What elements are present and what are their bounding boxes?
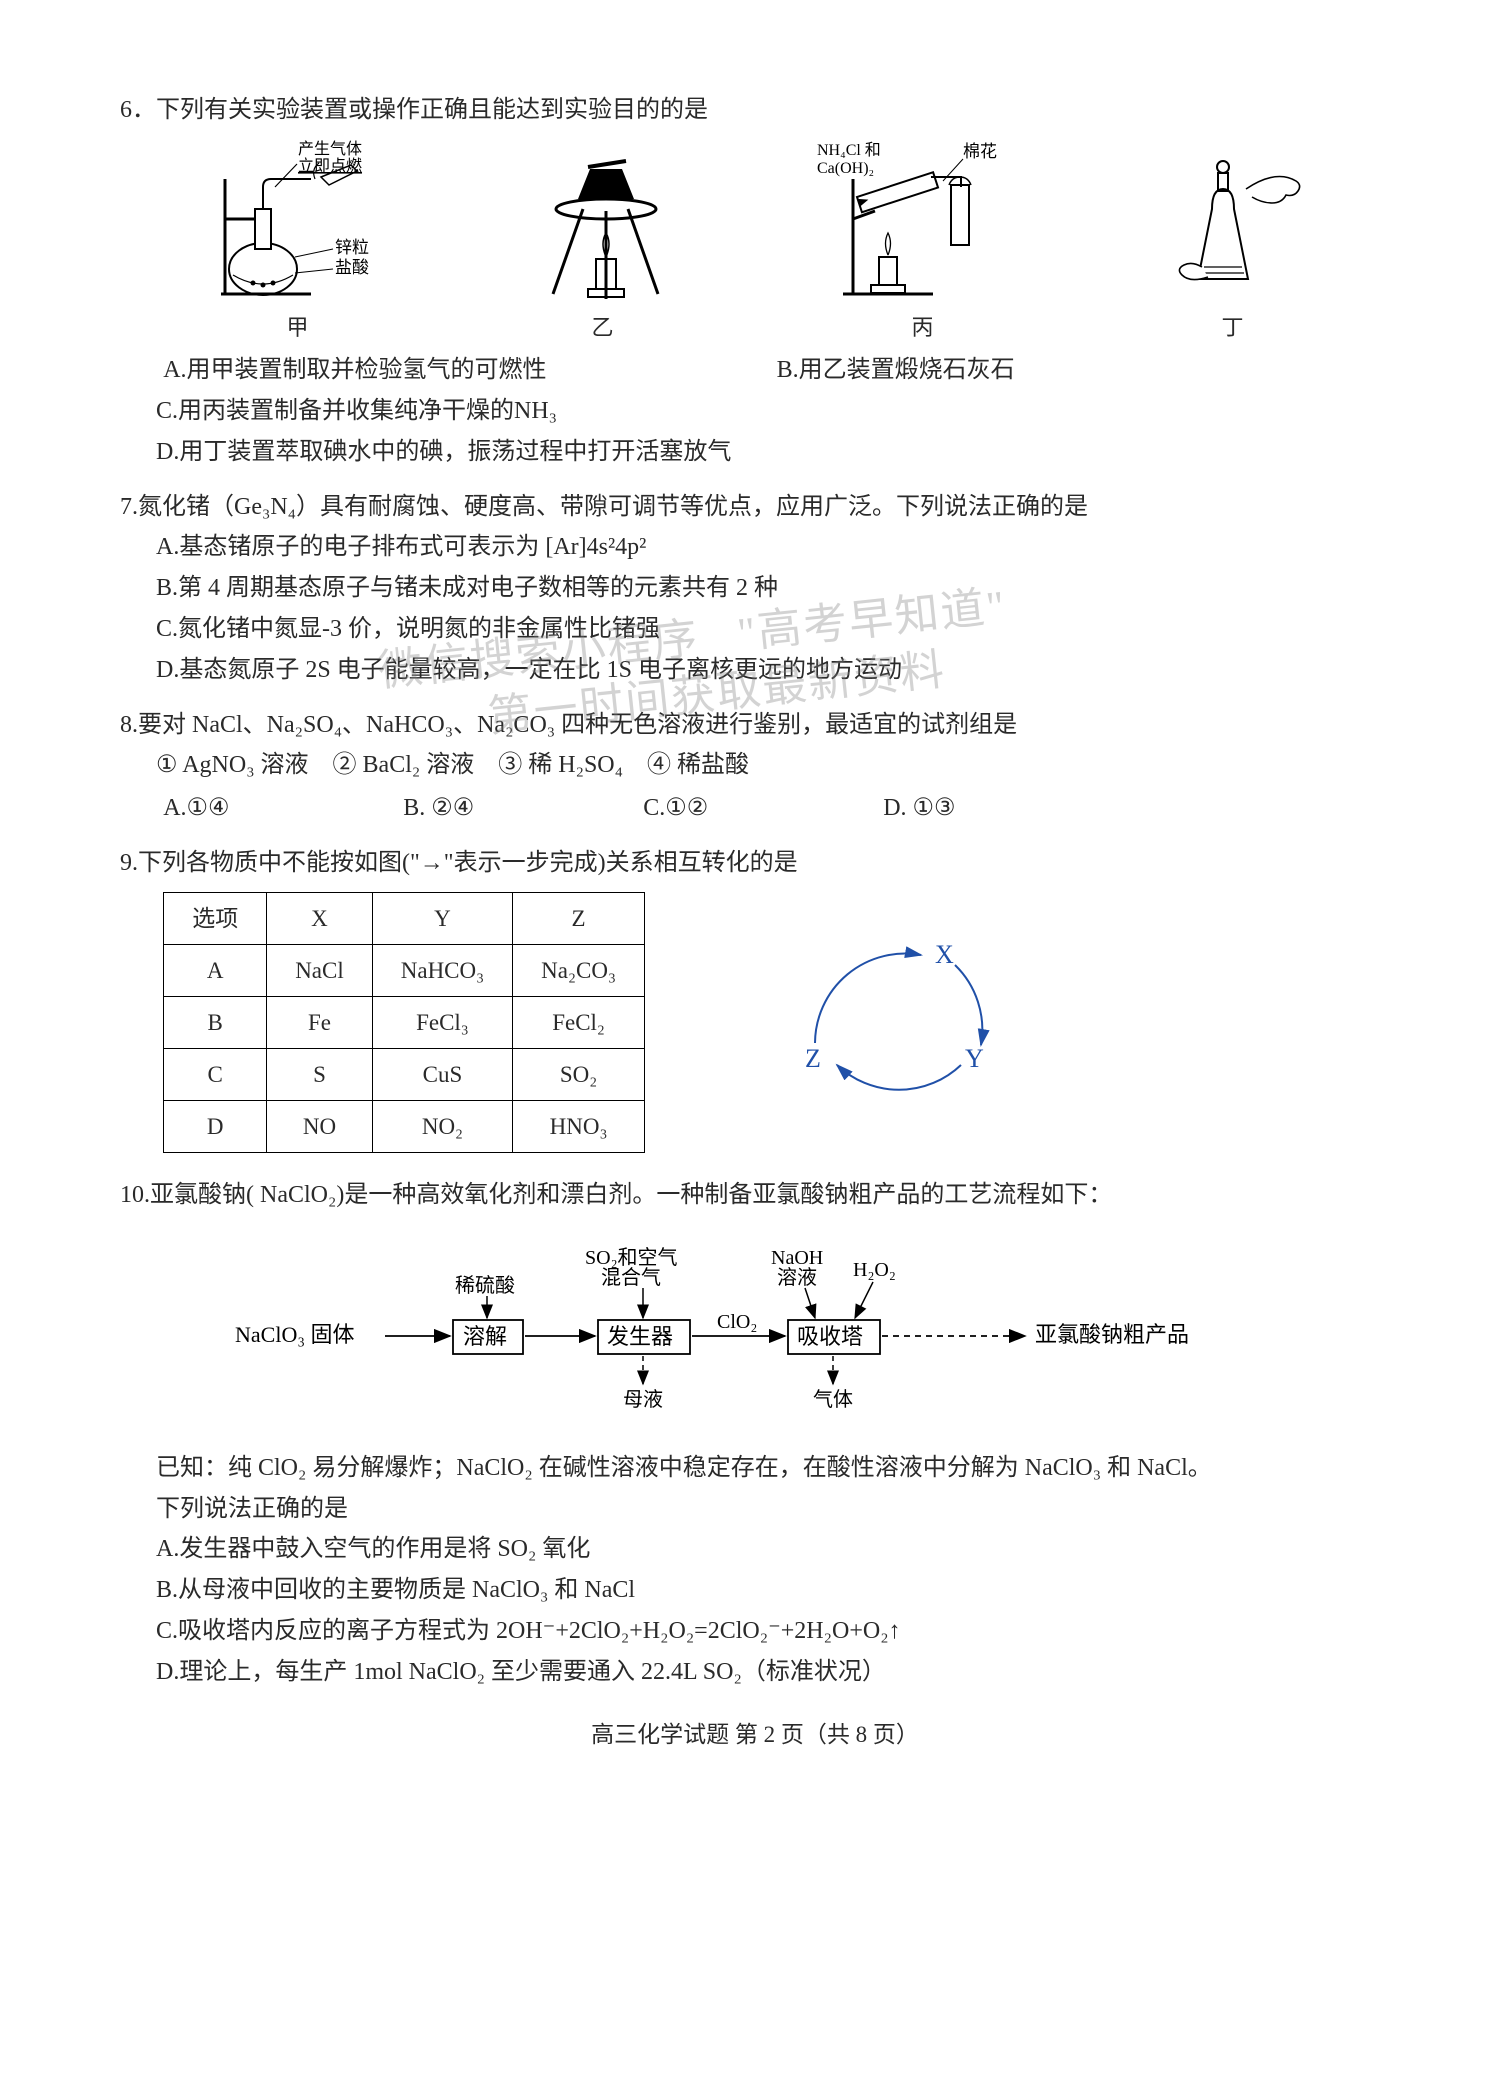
cycle-Y: Y [965,1044,984,1073]
flow-gen: 发生器 [607,1324,673,1349]
q9-c: NO [267,1101,373,1153]
svg-text:Ca(OH)₂: Ca(OH)₂ [817,160,874,177]
q10-optD: D.理论上，每生产 1mol NaClO₂ 至少需要通入 22.4L SO₂（标… [120,1652,1390,1693]
q6-optB: B.用乙装置煅烧石灰石 [777,350,1390,391]
q7-optB: B.第 4 周期基态原子与锗未成对电子数相等的元素共有 2 种 [120,568,1390,609]
svg-text:混合气: 混合气 [601,1266,661,1289]
q8-stem: 要对 NaCl、Na₂SO₄、NaHCO₃、Na₂CO₃ 四种无色溶液进行鉴别，… [138,712,1017,738]
flow-gen-bottom: 母液 [623,1388,663,1411]
q9-num: 9. [120,850,138,876]
fig-jia-label: 甲 [286,309,308,346]
q7-num: 7. [120,494,138,520]
fig-yi-label: 乙 [591,309,613,346]
q9-c: D [164,1101,267,1153]
question-9: 9.下列各物质中不能按如图("→"表示一步完成)关系相互转化的是 选项 X Y … [120,843,1390,1161]
q6-num: 6． [120,97,156,123]
apparatus-bing-icon: NH₄Cl 和 Ca(OH)₂ 棉花 [813,139,1033,309]
q8-optD: D. ①③ [883,788,955,829]
q6-optC: C.用丙装置制备并收集纯净干燥的NH₃ [120,391,1390,432]
q10-optA: A.发生器中鼓入空气的作用是将 SO₂ 氧化 [120,1529,1390,1570]
fig-ding-label: 丁 [1221,309,1243,346]
q9-cycle-icon: X Y Z [765,927,1025,1117]
q8-num: 8. [120,712,138,738]
q7-optC: C.氮化锗中氮显-3 价，说明氮的非金属性比锗强 [120,609,1390,650]
q7-optD: D.基态氮原子 2S 电子能量较高，一定在比 1S 电子离核更远的地方运动 [120,650,1390,691]
q10-flowchart: NaClO₃ 固体 溶解 稀硫酸 发生器 SO₂和空气 混合气 母液 ClO₂ … [120,1232,1390,1436]
q9-c: C [164,1049,267,1101]
apparatus-ding-icon [1158,139,1308,309]
cycle-Z: Z [805,1044,821,1073]
flow-start: NaClO₃ 固体 [235,1322,355,1347]
fig-ding: 丁 [1158,139,1308,346]
q6-optA: A.用甲装置制取并检验氢气的可燃性 [163,350,776,391]
q6-text: 下列有关实验装置或操作正确且能达到实验目的的是 [156,97,708,123]
flow-dissolve-top: 稀硫酸 [455,1274,515,1297]
q10-ask: 下列说法正确的是 [120,1489,1390,1530]
q9-h0: 选项 [164,892,267,944]
q9-c: HNO₃ [513,1101,645,1153]
q9-c: NO₂ [372,1101,512,1153]
question-7: 7.氮化锗（Ge₃N₄）具有耐腐蚀、硬度高、带隙可调节等优点，应用广泛。下列说法… [120,487,1390,691]
q9-c: CuS [372,1049,512,1101]
q7-optA: A.基态锗原子的电子排布式可表示为 [Ar]4s²4p² [120,527,1390,568]
svg-text:锌粒: 锌粒 [335,238,369,257]
q9-c: Fe [267,996,373,1048]
fig-bing: NH₄Cl 和 Ca(OH)₂ 棉花 丙 [813,139,1033,346]
q8-optB: B. ②④ [403,788,603,829]
svg-text:NH₄Cl 和: NH₄Cl 和 [817,141,881,159]
flow-mid: ClO₂ [717,1311,757,1333]
svg-text:NaOH: NaOH [771,1247,823,1269]
q9-h2: Y [372,892,512,944]
svg-text:盐酸: 盐酸 [335,258,369,277]
flow-dissolve: 溶解 [463,1324,507,1349]
svg-text:SO₂和空气: SO₂和空气 [585,1246,678,1269]
q10-num: 10. [120,1182,150,1208]
q9-c: NaHCO₃ [372,944,512,996]
q8-optC: C.①② [643,788,843,829]
q10-optC: C.吸收塔内反应的离子方程式为 2OH⁻+2ClO₂+H₂O₂=2ClO₂⁻+2… [120,1611,1390,1652]
q9-c: SO₂ [513,1049,645,1101]
q10-optB: B.从母液中回收的主要物质是 NaClO₃ 和 NaCl [120,1570,1390,1611]
svg-text:溶液: 溶液 [777,1266,817,1289]
q8-optA: A.①④ [163,788,363,829]
q9-c: NaCl [267,944,373,996]
q6-optD: D.用丁装置萃取碘水中的碘，振荡过程中打开活塞放气 [120,432,1390,473]
q9-table: 选项 X Y Z ANaClNaHCO₃Na₂CO₃ BFeFeCl₃FeCl₂… [163,892,645,1153]
q6-figures: 产生气体 立即点燃 锌粒 盐酸 [120,139,1390,346]
q9-c: A [164,944,267,996]
cycle-X: X [935,940,954,969]
flow-abs: 吸收塔 [797,1324,863,1349]
question-6: 6．下列有关实验装置或操作正确且能达到实验目的的是 产生气体 立即点燃 [120,90,1390,473]
q9-stem: 下列各物质中不能按如图("→"表示一步完成)关系相互转化的是 [138,850,798,876]
q9-h1: X [267,892,373,944]
q9-c: FeCl₂ [513,996,645,1048]
q10-stem: 亚氯酸钠( NaClO₂)是一种高效氧化剂和漂白剂。一种制备亚氯酸钠粗产品的工艺… [150,1182,1112,1208]
fig-yi: 乙 [518,139,688,346]
question-8: 8.要对 NaCl、Na₂SO₄、NaHCO₃、Na₂CO₃ 四种无色溶液进行鉴… [120,705,1390,829]
q8-choices: ① AgNO₃ 溶液 ② BaCl₂ 溶液 ③ 稀 H₂SO₄ ④ 稀盐酸 [120,745,1390,786]
apparatus-jia-icon: 产生气体 立即点燃 锌粒 盐酸 [203,139,393,309]
fig-jia: 产生气体 立即点燃 锌粒 盐酸 [203,139,393,346]
svg-text:棉花: 棉花 [963,142,997,161]
svg-text:产生气体: 产生气体 [298,140,362,158]
question-10: 10.亚氯酸钠( NaClO₂)是一种高效氧化剂和漂白剂。一种制备亚氯酸钠粗产品… [120,1175,1390,1692]
q9-h3: Z [513,892,645,944]
q9-c: B [164,996,267,1048]
flow-end: 亚氯酸钠粗产品 [1035,1322,1189,1347]
q10-known: 已知：纯 ClO₂ 易分解爆炸；NaClO₂ 在碱性溶液中稳定存在，在酸性溶液中… [120,1448,1390,1489]
q6-stem: 6．下列有关实验装置或操作正确且能达到实验目的的是 [120,90,1390,131]
q7-stem: 氮化锗（Ge₃N₄）具有耐腐蚀、硬度高、带隙可调节等优点，应用广泛。下列说法正确… [138,494,1088,520]
fig-bing-label: 丙 [911,309,933,346]
q9-c: FeCl₃ [372,996,512,1048]
q9-c: S [267,1049,373,1101]
apparatus-yi-icon [518,139,688,309]
flow-abs-top2: H₂O₂ [853,1259,896,1281]
flow-abs-bottom: 气体 [813,1388,853,1411]
page-footer: 高三化学试题 第 2 页（共 8 页） [120,1715,1390,1754]
q9-c: Na₂CO₃ [513,944,645,996]
